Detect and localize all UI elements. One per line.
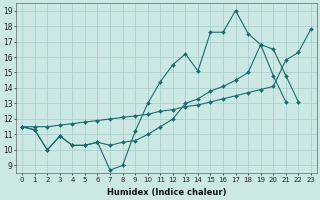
X-axis label: Humidex (Indice chaleur): Humidex (Indice chaleur)	[107, 188, 226, 197]
